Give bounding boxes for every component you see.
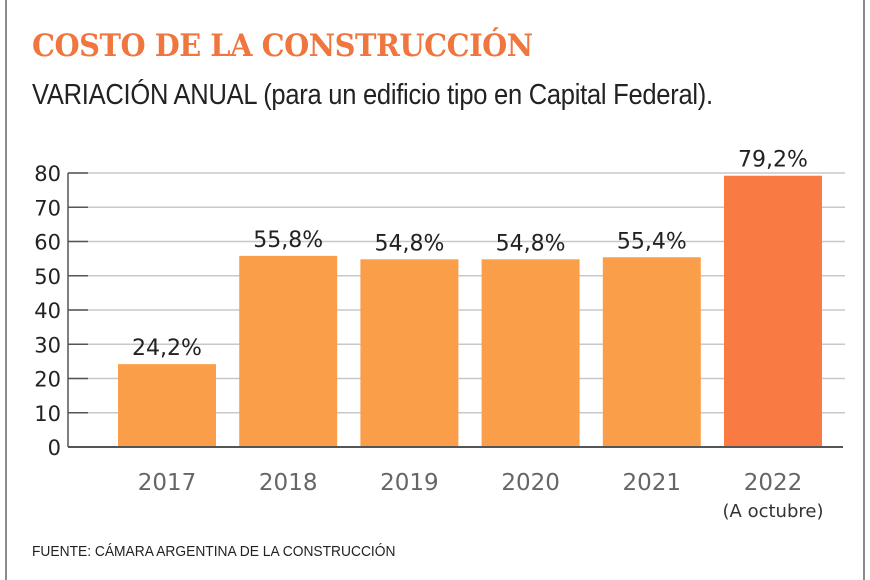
- y-tick-label: 70: [34, 196, 61, 220]
- axes: [67, 172, 843, 448]
- bars: [118, 175, 822, 448]
- bar-2018: [239, 255, 338, 447]
- chart-subtitle: VARIACIÓN ANUAL (para un edificio tipo e…: [32, 79, 713, 111]
- data-label-2021: 55,4%: [617, 229, 687, 254]
- data-label-2020: 54,8%: [496, 231, 566, 256]
- bar-2022: [724, 175, 822, 448]
- bar-2019: [360, 259, 459, 447]
- y-tick-label: 40: [34, 299, 61, 323]
- x-tick-label-2022: 2022: [744, 470, 803, 496]
- x-tick-label-2019: 2019: [380, 470, 439, 496]
- x-tick-label-2020: 2020: [501, 470, 560, 496]
- frame-border-left: [5, 0, 7, 580]
- y-tick-label: 50: [34, 265, 61, 289]
- chart-title: COSTO DE LA CONSTRUCCIÓN: [32, 28, 533, 64]
- y-tick-label: 20: [34, 368, 61, 392]
- source-note: FUENTE: CÁMARA ARGENTINA DE LA CONSTRUCC…: [32, 543, 396, 560]
- y-tick-label: 80: [34, 162, 61, 186]
- x-tick-sublabel-2022: (A octubre): [723, 501, 824, 522]
- x-tick-label-2021: 2021: [623, 470, 682, 496]
- y-tick-label: 30: [34, 333, 61, 357]
- y-tick-label: 60: [34, 231, 61, 255]
- bar-2017: [118, 364, 216, 447]
- bar-2021: [602, 257, 701, 447]
- data-labels: 24,2% 55,8% 54,8% 54,8% 55,4% 79,2%: [132, 148, 808, 361]
- data-label-2018: 55,8%: [253, 228, 323, 253]
- y-tick-label: 0: [48, 436, 61, 460]
- y-tick-label: 10: [34, 402, 61, 426]
- frame-border-right: [863, 0, 865, 580]
- data-label-2017: 24,2%: [132, 336, 202, 361]
- x-axis-labels: 2017 2018 2019 2020 2021 2022 (A octubre): [138, 470, 824, 522]
- data-label-2019: 54,8%: [374, 231, 444, 256]
- bar-2020: [481, 259, 580, 447]
- y-axis-labels: 0 10 20 30 40 50 60 70 80: [34, 162, 61, 460]
- x-tick-label-2018: 2018: [259, 470, 318, 496]
- data-label-2022: 79,2%: [738, 148, 808, 173]
- x-tick-label-2017: 2017: [138, 470, 197, 496]
